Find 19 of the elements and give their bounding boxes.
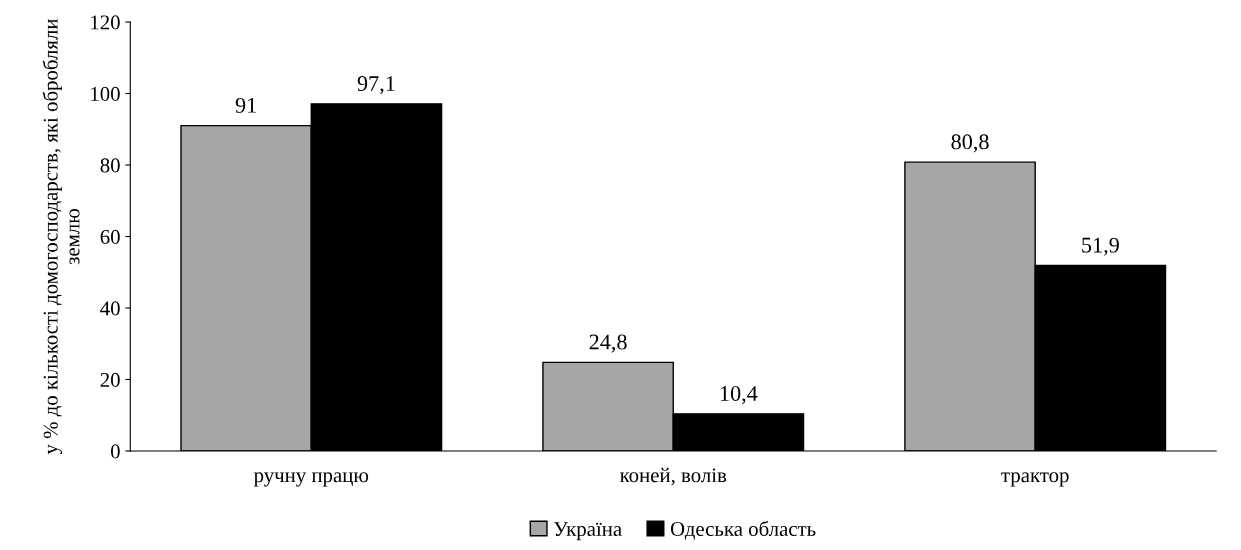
y-tick-label: 40 (100, 301, 120, 316)
legend-label: Одеська область (670, 520, 816, 540)
data-label: 80,8 (951, 134, 989, 153)
y-tick-label: 100 (91, 86, 120, 101)
data-label: 97,1 (357, 76, 395, 95)
y-tick-label: 60 (100, 229, 120, 244)
x-tick-label: ручну працю (253, 472, 369, 487)
y-tick-label: 20 (100, 372, 120, 387)
x-tick-label: трактор (1001, 472, 1069, 487)
data-label: 10,4 (720, 385, 758, 405)
data-label: 91 (235, 97, 256, 113)
y-tick-label: 120 (91, 15, 120, 30)
y-axis-title: у % до кількості домогосподарств, які обробляли землю (42, 19, 80, 455)
data-label: 51,9 (1082, 237, 1119, 256)
data-label: 24,8 (589, 334, 627, 353)
x-tick-label: коней, волів (619, 467, 727, 486)
legend-label: Україна (553, 522, 622, 541)
y-tick-label: 0 (110, 444, 120, 459)
y-tick-label: 80 (100, 158, 120, 173)
